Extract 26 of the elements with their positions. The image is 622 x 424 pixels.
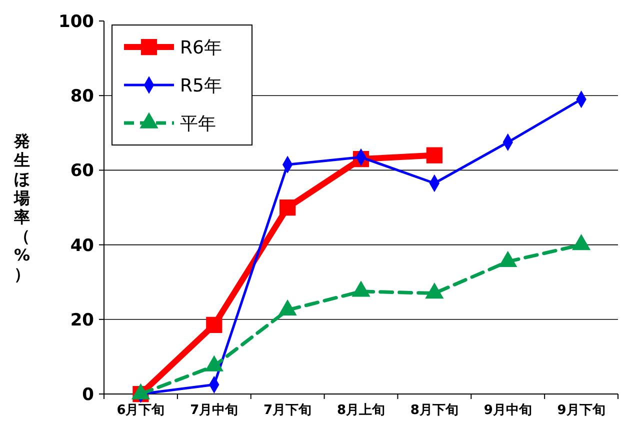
point [280,199,296,216]
point [498,250,518,267]
legend-label: R5年 [180,75,222,96]
point [425,282,444,299]
x-tick-label: 8月下旬 [410,403,458,418]
y-tick-label: 100 [58,12,94,32]
x-tick-label: 7月下旬 [264,403,312,418]
x-tick-label: 7月中旬 [190,403,238,418]
point [204,355,224,372]
y-axis-title: 発生ほ場率（%） [13,132,30,284]
x-tick-label: 9月下旬 [557,403,606,418]
y-tick-label: 0 [82,384,94,405]
legend-label: 平年 [180,113,216,134]
point [572,234,591,250]
point [352,280,370,297]
x-tick-label: 9月中旬 [484,403,532,418]
point [131,383,150,400]
x-tick-label: 8月上旬 [336,403,386,418]
x-tick-label: 6月下旬 [116,403,165,418]
point [426,147,442,164]
y-tick-label: 40 [70,236,94,256]
legend-label: R6年 [180,37,222,58]
y-tick-label: 80 [70,86,94,107]
point [278,299,297,316]
y-tick-label: 20 [70,310,94,330]
y-tick-label: 60 [70,161,94,182]
